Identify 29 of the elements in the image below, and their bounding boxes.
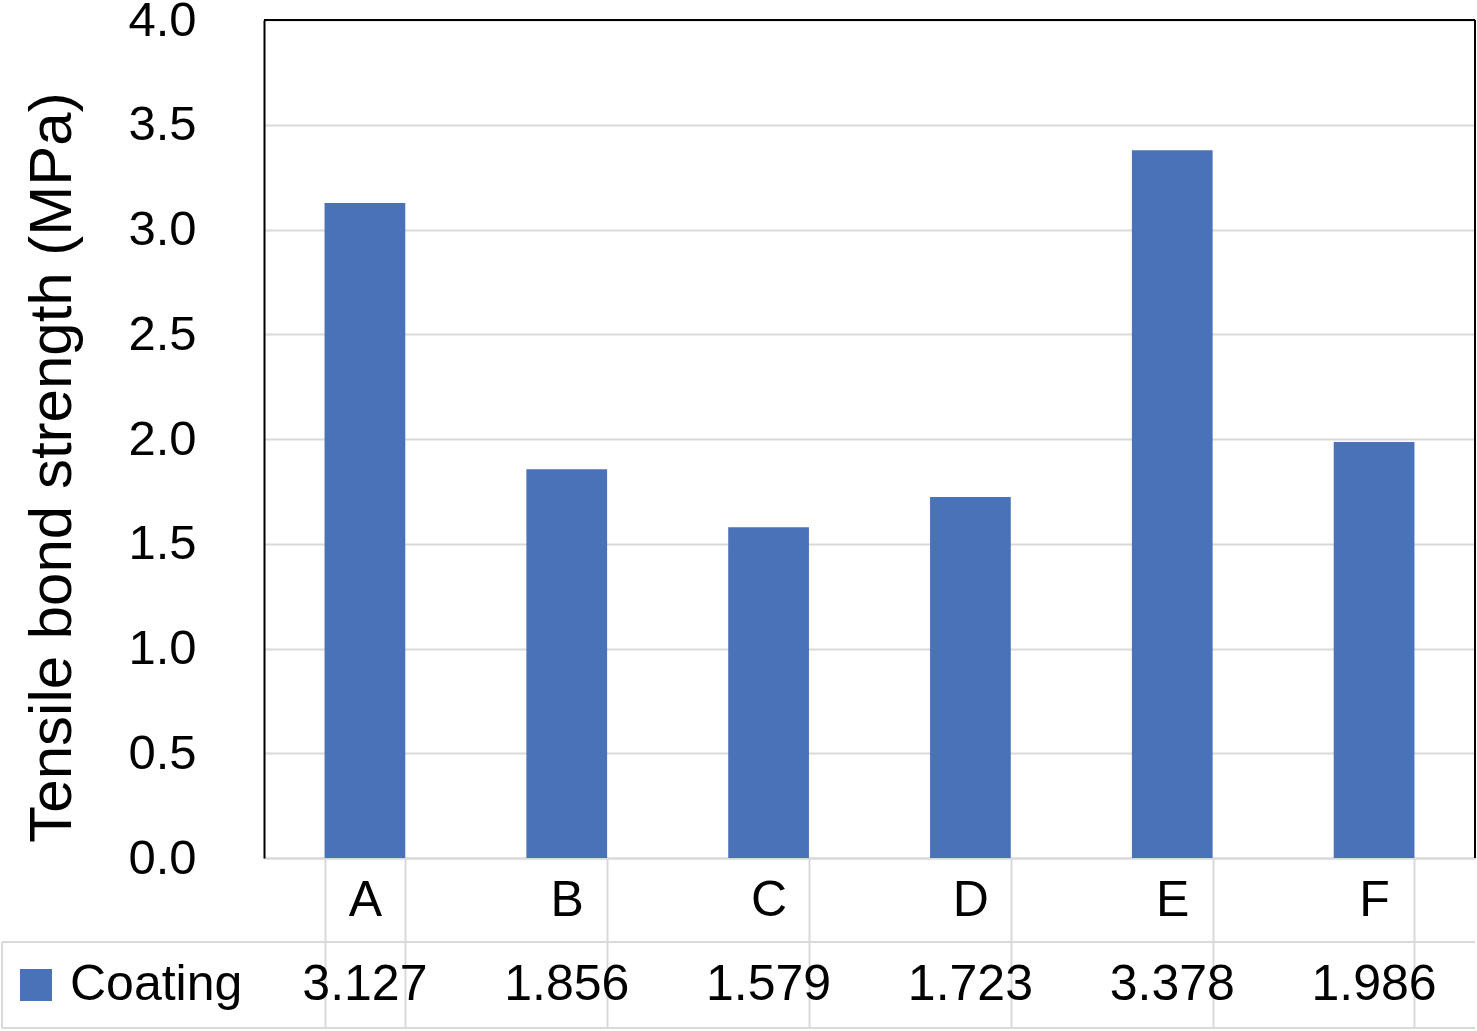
x-tick-label: C <box>751 870 788 927</box>
x-tick-label: E <box>1156 870 1190 927</box>
legend-label: Coating <box>70 955 243 1011</box>
y-tick-label: 2.5 <box>128 305 197 360</box>
data-label: 1.723 <box>907 955 1033 1011</box>
y-tick-label: 3.5 <box>128 96 197 151</box>
data-label: 3.127 <box>302 955 428 1011</box>
y-tick-label: 4.0 <box>128 0 197 46</box>
x-tick-label: D <box>952 870 989 927</box>
bar <box>526 469 608 858</box>
bar <box>1333 441 1415 858</box>
x-tick-label: A <box>348 870 383 927</box>
data-label: 1.579 <box>706 955 832 1011</box>
bar <box>728 527 809 858</box>
y-tick-label: 0.5 <box>128 724 197 779</box>
y-axis-title: Tensile bond strength (MPa) <box>16 92 84 843</box>
x-tick-label: B <box>550 870 584 927</box>
y-tick-label: 0.0 <box>128 829 197 884</box>
bar <box>1131 150 1213 858</box>
bar <box>930 497 1011 858</box>
data-label: 1.986 <box>1311 955 1437 1011</box>
y-tick-label: 2.0 <box>128 410 197 465</box>
y-tick-label: 1.5 <box>128 515 197 570</box>
data-label: 3.378 <box>1109 955 1235 1011</box>
y-tick-label: 1.0 <box>128 620 197 674</box>
data-label: 1.856 <box>504 955 630 1011</box>
bar <box>324 202 406 858</box>
x-tick-label: F <box>1359 870 1390 927</box>
y-tick-label: 3.0 <box>128 201 197 255</box>
